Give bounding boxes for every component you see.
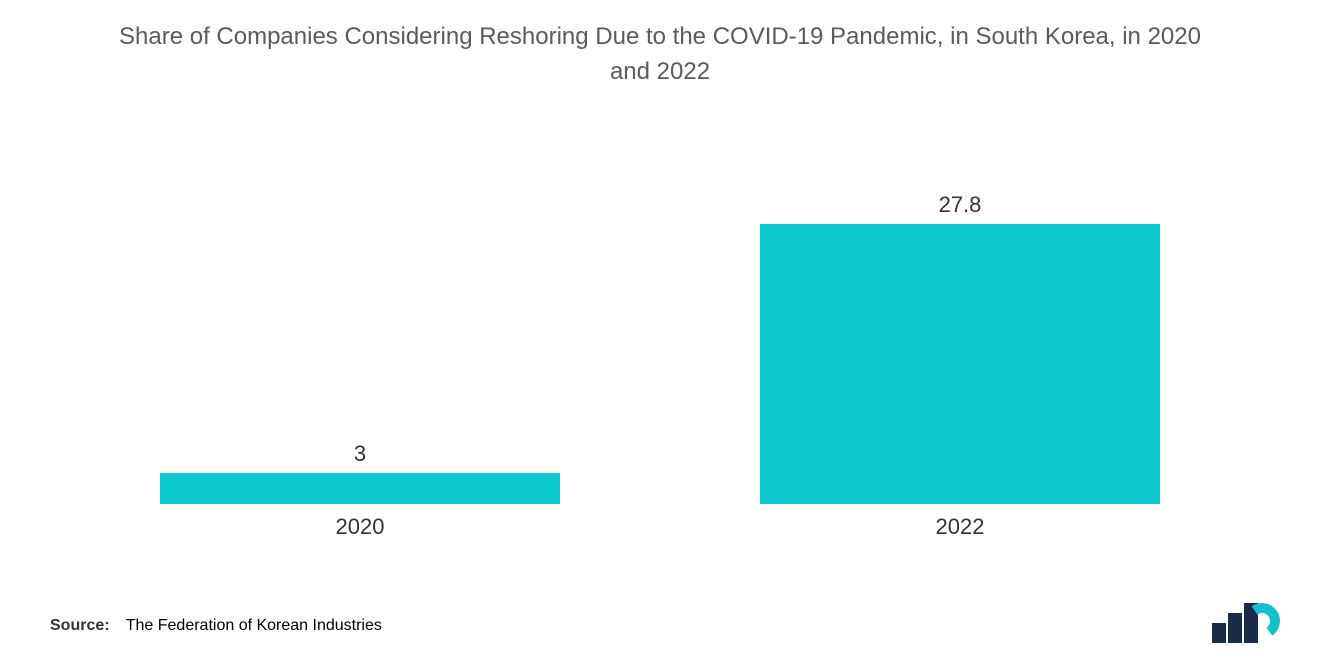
bar-value-label: 27.8 — [939, 192, 982, 218]
bar-category-label: 2022 — [936, 514, 985, 540]
source-text: The Federation of Korean Industries — [126, 617, 382, 634]
logo-bar-icon — [1228, 613, 1242, 643]
logo-bar-icon — [1212, 623, 1226, 643]
chart-title: Share of Companies Considering Reshoring… — [110, 20, 1210, 90]
bar-category-label: 2020 — [336, 514, 385, 540]
source-line: Source: The Federation of Korean Industr… — [50, 617, 382, 635]
chart-container: Share of Companies Considering Reshoring… — [0, 0, 1320, 665]
bars-row: 3 2020 27.8 2022 — [50, 120, 1270, 540]
bar-rect-2020 — [160, 473, 560, 503]
bar-slot-2020: 3 2020 — [160, 441, 560, 539]
bar-value-label: 3 — [354, 441, 366, 467]
bar-rect-2022 — [760, 224, 1160, 504]
brand-logo — [1212, 603, 1280, 643]
source-label: Source: — [50, 617, 110, 634]
bar-slot-2022: 27.8 2022 — [760, 192, 1160, 540]
plot-area: 3 2020 27.8 2022 — [50, 120, 1270, 540]
